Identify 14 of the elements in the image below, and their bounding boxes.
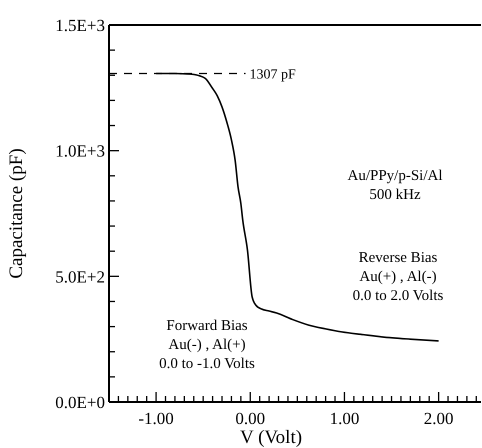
y-tick-label: 0.0E+0 xyxy=(55,393,105,412)
y-tick-label: 1.5E+3 xyxy=(55,16,105,35)
annotation: Forward Bias Au(-) , Al(+) 0.0 to -1.0 Volts xyxy=(159,318,256,372)
annotation: Reverse Bias Au(+) , Al(-) 0.0 to 2.0 Volts xyxy=(352,250,444,304)
y-axis-title: Capacitance (pF) xyxy=(6,148,27,279)
x-tick-label: 1.00 xyxy=(330,409,360,428)
y-tick-label: 1.0E+3 xyxy=(55,142,105,161)
annotation: Au/PPy/p-Si/Al 500 kHz xyxy=(347,168,443,203)
x-tick-label: 0.00 xyxy=(235,409,266,428)
x-tick-label: -1.00 xyxy=(138,409,174,428)
x-axis-title: V (Volt) xyxy=(240,427,302,448)
x-tick-label: 2.00 xyxy=(424,409,454,428)
y-tick-label: 5.0E+2 xyxy=(55,267,105,286)
ref-line-label: 1307 pF xyxy=(250,68,296,83)
